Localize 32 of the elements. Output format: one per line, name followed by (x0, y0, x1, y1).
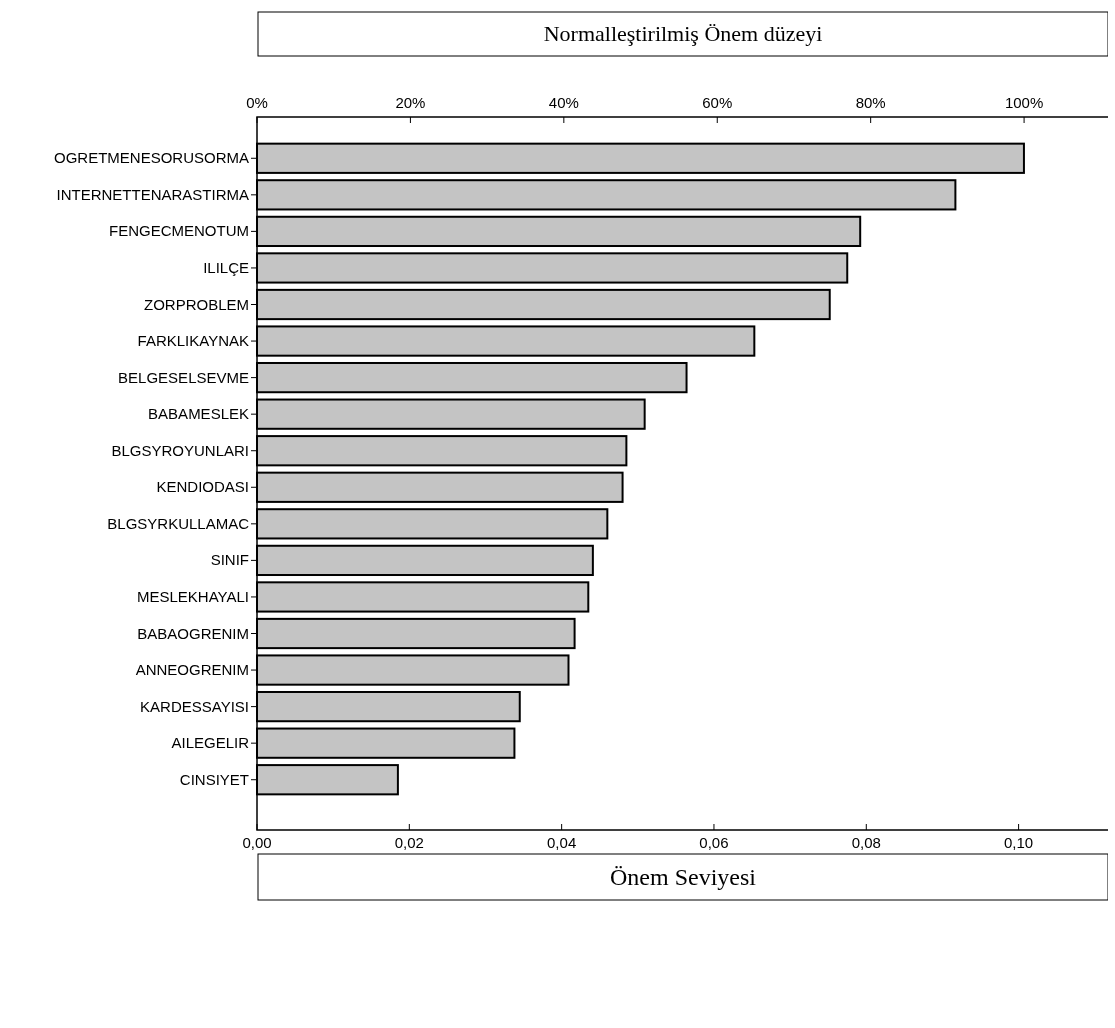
x-tick-label: 0,10 (1004, 834, 1034, 851)
y-tick-label: KENDIODASI (156, 478, 249, 496)
y-tick-label: BLGSYRKULLAMAC (107, 514, 250, 532)
x2-tick-label: 40% (548, 94, 579, 111)
y-tick-label: MESLEKHAYALI (137, 587, 249, 605)
x2-tick-label: 100% (1004, 94, 1044, 111)
y-tick-label: BABAOGRENIM (137, 624, 249, 642)
y-tick-label: AILEGELIR (171, 734, 250, 752)
y-tick-label: BABAMESLEK (148, 405, 249, 423)
x2-tick-label: 80% (855, 94, 886, 111)
x2-tick-label: 20% (395, 94, 426, 111)
x-tick-label: 0,04 (547, 834, 577, 851)
y-tick-label: SINIF (210, 551, 249, 569)
y-tick-label: ANNEOGRENIM (135, 661, 249, 679)
x-tick-label: 0,06 (699, 834, 729, 851)
y-tick-label: BLGSYROYUNLARI (111, 441, 249, 459)
y-tick-label: CINSIYET (179, 770, 249, 788)
y-tick-label: INTERNETTENARASTIRMA (56, 185, 249, 203)
y-tick-label: FARKLIKAYNAK (137, 332, 249, 350)
x2-tick-label: 0% (246, 94, 268, 111)
x2-axis-title: Normalleştirilmiş Önem düzeyi (543, 21, 823, 46)
x2-tick-label: 60% (702, 94, 733, 111)
y-tick-label: FENGECMENOTUM (109, 222, 249, 240)
y-tick-label: KARDESSAYISI (140, 697, 249, 715)
x-tick-label: 0,00 (242, 834, 272, 851)
y-tick-label: ZORPROBLEM (143, 295, 249, 313)
y-tick-label: OGRETMENESORUSORMA (53, 149, 249, 167)
y-tick-label: ILILÇE (203, 258, 249, 276)
x-tick-label: 0,02 (394, 834, 424, 851)
y-tick-label: BELGESELSEVME (118, 368, 249, 386)
x-tick-label: 0,08 (851, 834, 881, 851)
x-axis-title: Önem Seviyesi (610, 864, 757, 890)
